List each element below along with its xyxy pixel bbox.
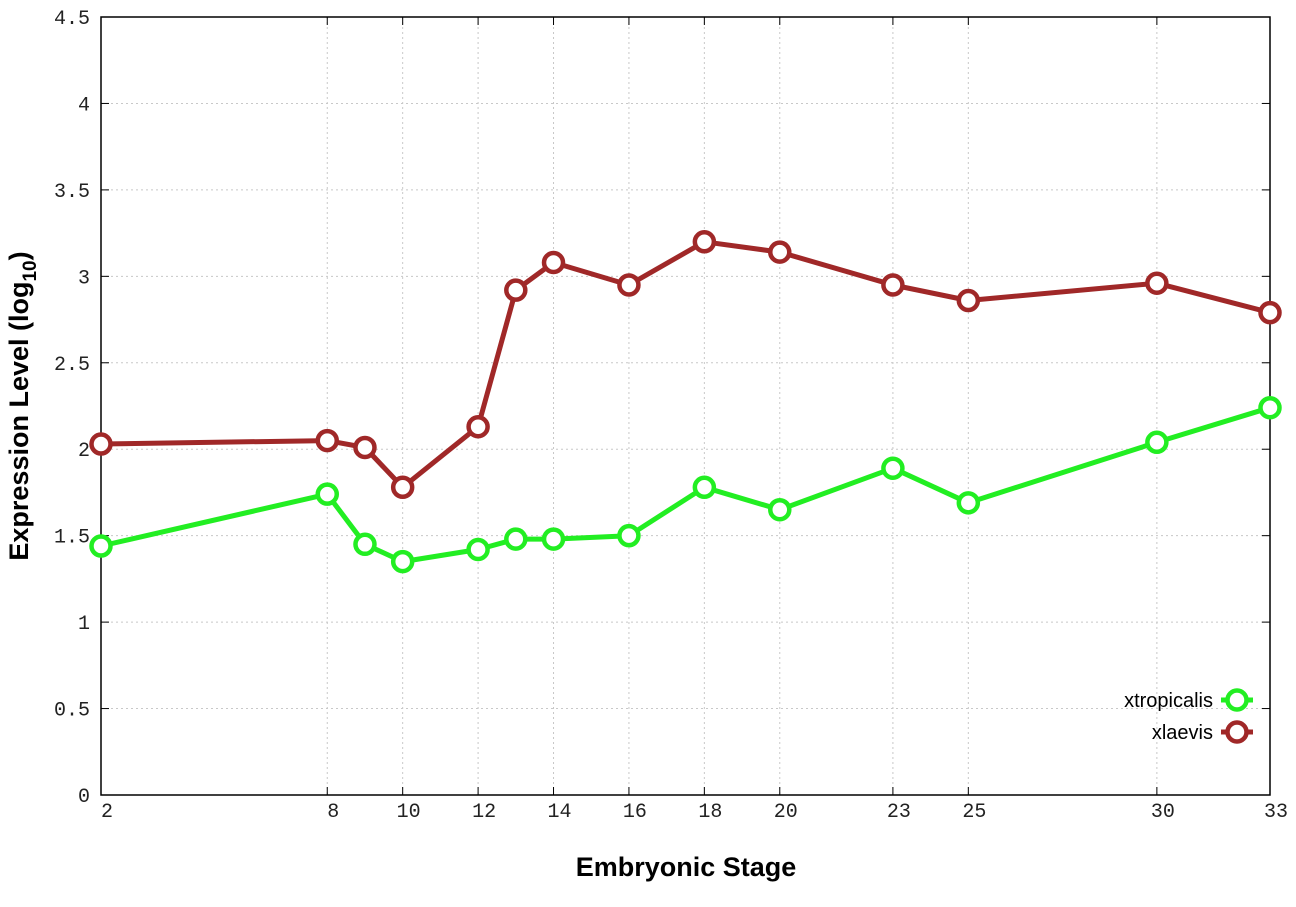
data-point [692,475,717,500]
y-axis-title-main: Expression Level (log [4,282,34,561]
data-series [89,230,1282,574]
x-tick-label: 10 [397,801,421,824]
y-axis-title-close: ) [4,251,34,260]
data-point [768,497,792,522]
legend-swatch-marker [1225,720,1249,744]
x-tick-label: 2 [101,801,113,824]
x-tick-label: 18 [698,801,722,824]
data-point [1258,395,1282,420]
y-tick-label: 1 [78,613,90,636]
data-point [466,537,490,562]
x-tick-label: 16 [623,801,647,824]
x-tick-label: 12 [472,801,496,824]
data-point [881,273,905,297]
data-point [353,435,377,460]
data-point [541,250,566,275]
x-tick-label: 30 [1151,801,1175,824]
y-tick-label: 2.5 [54,354,90,377]
legend: xtropicalis xlaevis [1124,688,1253,744]
data-point [315,428,340,453]
y-tick-label: 3.5 [54,181,90,204]
data-point [466,414,490,439]
data-point [89,432,113,456]
y-tick-label: 4 [78,94,90,117]
x-tick-label: 25 [962,801,986,824]
y-tick-label: 3 [78,267,90,290]
series-line [100,405,1271,565]
y-tick-label: 4.5 [54,8,90,31]
data-point [390,475,415,500]
data-point [617,523,641,548]
x-tick-label: 20 [774,801,798,824]
data-point [541,527,566,551]
x-tick-label: 8 [327,801,339,824]
y-axis-title-subscript: 10 [20,260,41,281]
legend-entry-xtropicalis: xtropicalis [1124,688,1253,712]
series-xtropicalis [89,395,1282,574]
legend-swatch-marker [1225,688,1249,712]
legend-entry-xlaevis: xlaevis [1152,720,1253,744]
y-tick-label: 0 [78,786,90,809]
data-point [504,527,528,551]
x-axis-title: Embryonic Stage [576,852,797,882]
data-point [692,230,717,254]
data-point [353,532,377,557]
data-point [504,278,528,302]
data-point [89,534,113,558]
plot-frame [100,16,1271,796]
y-tick-label: 2 [78,440,90,463]
y-tick-label: 0.5 [54,700,90,723]
y-axis-title: Expression Level (log10) [4,251,41,560]
series-xlaevis [89,230,1282,500]
x-tick-label: 14 [548,801,572,824]
grid [101,17,1270,795]
axis-ticks: 0 0.5 1 1.5 2 2.5 3 3.5 4 4.5 2 8 10 12 14 16 18 20 23 25 30… [54,8,1288,824]
y-tick-label: 1.5 [54,527,90,550]
data-point [390,549,415,574]
data-point [1145,271,1169,295]
data-point [315,482,340,506]
data-point [768,240,792,264]
data-point [617,273,641,297]
data-point [881,456,905,480]
data-point [956,288,981,313]
data-point [1145,430,1169,455]
x-tick-label: 33 [1264,801,1288,824]
legend-label: xlaevis [1152,722,1213,744]
data-point [956,491,981,515]
data-point [1258,300,1282,325]
x-tick-label: 23 [887,801,911,824]
legend-label: xtropicalis [1124,690,1213,712]
series-line [100,239,1271,490]
